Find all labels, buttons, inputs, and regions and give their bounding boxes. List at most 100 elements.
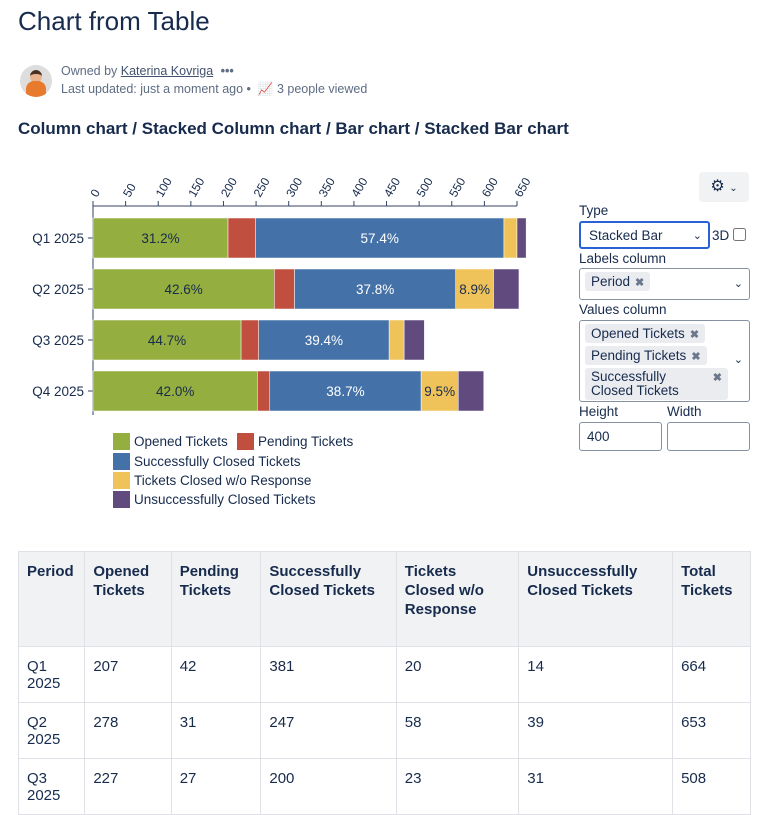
data-label: 8.9% — [459, 282, 490, 297]
data-label: 31.2% — [141, 231, 179, 246]
table-row: Q2 2025 278 31 247 58 39 653 — [17, 702, 751, 759]
table-cell: 278 — [84, 702, 172, 759]
table-cell: 58 — [395, 702, 520, 759]
x-tick-label: 250 — [251, 175, 273, 200]
type-label: Type — [579, 203, 609, 218]
y-tick-label: Q4 2025 — [32, 384, 84, 399]
bar-segment[interactable] — [240, 319, 259, 361]
avatar[interactable] — [20, 65, 52, 97]
data-label: 37.8% — [356, 282, 394, 297]
chevron-down-icon: ⌄ — [733, 278, 743, 290]
bar-segment[interactable] — [92, 370, 258, 412]
bar-segment[interactable] — [92, 319, 242, 361]
bar-segment[interactable] — [516, 217, 527, 259]
table-cell: 31 — [170, 702, 262, 759]
table-cell: 27 — [170, 758, 262, 815]
bar-segment[interactable] — [227, 217, 256, 259]
views-link[interactable]: 3 people viewed — [276, 82, 368, 96]
legend-swatch — [113, 491, 130, 508]
remove-icon[interactable]: ✖ — [691, 351, 701, 363]
labels-column-label: Labels column — [579, 251, 667, 266]
settings-gear-button[interactable]: ⚙ ⌄ — [699, 172, 749, 202]
chart-subtitle: Column chart / Stacked Column chart / Ba… — [18, 119, 569, 138]
3d-checkbox[interactable] — [733, 228, 746, 241]
page-title: Chart from Table — [18, 6, 210, 36]
chevron-down-icon: ⌄ — [692, 230, 702, 242]
tag-period: Period ✖ — [585, 272, 651, 291]
tag-successfully-closed: Successfully Closed Tickets ✖ — [585, 368, 728, 400]
data-label: 57.4% — [361, 231, 399, 246]
table-cell: Q2 2025 — [17, 702, 86, 759]
legend-swatch — [113, 453, 130, 470]
table-cell: 664 — [672, 646, 751, 703]
x-tick-label: 450 — [381, 175, 403, 200]
height-label: Height — [579, 404, 619, 419]
bar-segment[interactable] — [92, 217, 229, 259]
owner-link[interactable]: Katerina Kovriga — [120, 64, 214, 78]
bar-segment[interactable] — [269, 370, 422, 412]
table-cell: 207 — [84, 646, 172, 703]
bar-segment[interactable] — [493, 268, 520, 310]
legend-swatch — [113, 433, 130, 450]
height-input[interactable]: 400 — [579, 422, 662, 451]
column-header: Pending Tickets — [170, 551, 262, 647]
data-label: 42.6% — [165, 282, 203, 297]
owner-line: Owned by Katerina Kovriga ••• — [61, 64, 234, 78]
update-line: Last updated: just a moment ago • 📈 3 pe… — [61, 82, 368, 96]
table-row: Q3 2025 227 27 200 23 31 508 — [17, 758, 751, 815]
data-table: Period Opened Tickets Pending Tickets Succe… — [17, 551, 751, 815]
width-input[interactable] — [667, 422, 750, 451]
table-cell: 23 — [395, 758, 520, 815]
table-cell: 39 — [518, 702, 674, 759]
x-tick-label: 350 — [316, 175, 338, 200]
legend-item[interactable]: Unsuccessfully Closed Tickets — [134, 492, 316, 507]
column-header: Total Tickets — [672, 551, 751, 647]
bar-segment[interactable] — [420, 370, 459, 412]
x-tick-label: 550 — [446, 175, 468, 200]
bar-segment[interactable] — [255, 217, 505, 259]
x-tick-label: 50 — [120, 181, 139, 200]
bar-segment[interactable] — [503, 217, 518, 259]
table-cell: 381 — [260, 646, 397, 703]
type-select[interactable]: Stacked Bar ⌄ — [579, 221, 710, 249]
legend-item[interactable]: Tickets Closed w/o Response — [134, 473, 311, 488]
table-cell: 653 — [672, 702, 751, 759]
bar-segment[interactable] — [403, 319, 425, 361]
bar-segment[interactable] — [92, 268, 275, 310]
y-tick-label: Q1 2025 — [32, 231, 84, 246]
bar-segment[interactable] — [274, 268, 295, 310]
width-label: Width — [667, 404, 702, 419]
legend-item[interactable]: Pending Tickets — [258, 434, 354, 449]
table-cell: Q1 2025 — [17, 646, 86, 703]
remove-icon[interactable]: ✖ — [635, 277, 645, 289]
legend-swatch — [237, 433, 254, 450]
x-tick-label: 400 — [348, 175, 370, 200]
table-cell: 200 — [260, 758, 397, 815]
remove-icon[interactable]: ✖ — [712, 372, 722, 384]
table-row: Q1 2025 207 42 381 20 14 664 — [17, 646, 751, 703]
bar-segment[interactable] — [258, 319, 390, 361]
data-label: 38.7% — [326, 384, 364, 399]
y-tick-label: Q3 2025 — [32, 333, 84, 348]
analytics-icon[interactable]: 📈 — [257, 82, 274, 96]
labels-column-select[interactable]: Period ✖ ⌄ — [579, 268, 750, 300]
data-label: 39.4% — [305, 333, 343, 348]
values-column-select[interactable]: Opened Tickets ✖ Pending Tickets ✖ Success… — [579, 320, 750, 402]
table-cell: 508 — [672, 758, 751, 815]
x-tick-label: 0 — [87, 186, 103, 199]
table-cell: 227 — [84, 758, 172, 815]
bar-segment[interactable] — [388, 319, 405, 361]
data-label: 42.0% — [156, 384, 194, 399]
table-cell: 42 — [170, 646, 262, 703]
bar-segment[interactable] — [257, 370, 271, 412]
x-tick-label: 650 — [511, 175, 533, 200]
x-tick-label: 150 — [185, 175, 207, 200]
bar-segment[interactable] — [294, 268, 456, 310]
tag-pending: Pending Tickets ✖ — [585, 346, 707, 365]
remove-icon[interactable]: ✖ — [689, 329, 700, 341]
table-cell: Q3 2025 — [17, 758, 86, 815]
legend-item[interactable]: Successfully Closed Tickets — [134, 454, 301, 469]
legend-item[interactable]: Opened Tickets — [134, 434, 228, 449]
bar-segment[interactable] — [458, 370, 484, 412]
more-icon[interactable]: ••• — [220, 64, 234, 78]
